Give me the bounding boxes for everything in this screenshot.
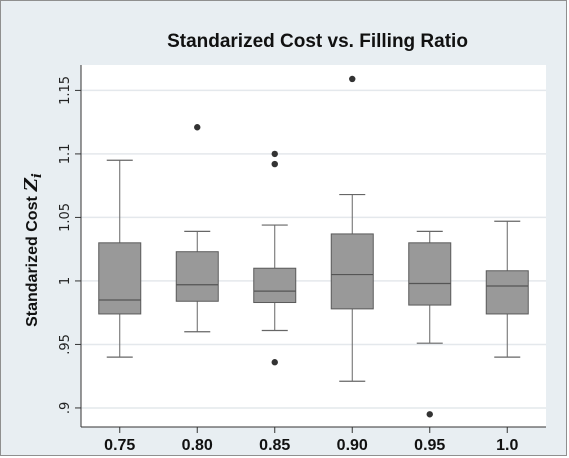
outlier-point [271, 160, 278, 168]
y-axis-label-symbol: Z [21, 177, 42, 192]
grid-layer [81, 89, 546, 409]
box-group [175, 124, 219, 333]
y-tick-label: 1 [58, 277, 73, 285]
outlier-point [271, 150, 278, 158]
x-tick-label: 0.75 [104, 437, 135, 454]
box-iqr [330, 233, 374, 310]
outlier-point [349, 75, 356, 83]
outlier-point [194, 124, 201, 131]
box-iqr [485, 270, 529, 315]
outlier-point [271, 359, 278, 366]
box-iqr [253, 267, 297, 304]
chart-title: Standarized Cost vs. Filling Ratio [167, 31, 468, 52]
y-tick-label: 1.15 [58, 76, 73, 105]
box-group [253, 150, 297, 366]
x-tick-label: 1.0 [496, 437, 518, 454]
y-tick-label: 1.05 [58, 203, 73, 232]
y-tick-label: .9 [58, 402, 73, 414]
y-axis-label: Standarized Cost Zi [21, 173, 45, 327]
box-layer [98, 75, 529, 418]
x-tick-label: 0.95 [414, 437, 445, 454]
y-tick-label: 1.1 [58, 144, 73, 165]
box-group [485, 220, 529, 358]
x-tick-label: 0.80 [182, 437, 213, 454]
y-axis-label-subscript: i [30, 173, 45, 178]
plot-area [81, 65, 546, 427]
box-iqr [175, 251, 219, 302]
box-group [98, 159, 142, 358]
y-tick-label: .95 [58, 334, 73, 355]
x-tick-label: 0.90 [337, 437, 368, 454]
axis-layer: .9 .95 1 1.05 1.1 1.15 0.75 0.80 0.85 0.90 0.95 1.0 [58, 65, 546, 454]
box-group [330, 75, 374, 382]
x-tick-label: 0.85 [259, 437, 290, 454]
y-axis-label-text: Standarized Cost [24, 196, 41, 327]
box-iqr [408, 242, 452, 306]
box-iqr [98, 242, 142, 315]
outlier-point [426, 411, 433, 418]
box-group [408, 230, 452, 418]
